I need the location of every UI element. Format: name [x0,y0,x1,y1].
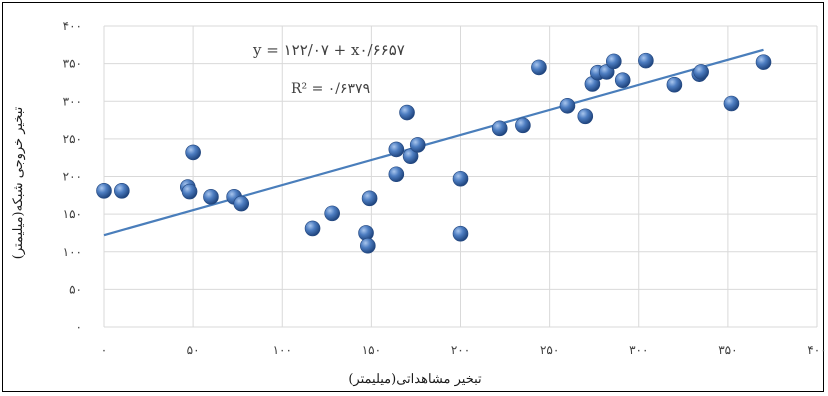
x-tick-label-8: ۴۰۰ [807,343,825,357]
data-point-0 [96,182,112,199]
data-point-1 [114,182,130,199]
data-point-35 [755,54,772,70]
data-point-29 [614,72,631,88]
data-point-4 [185,144,201,161]
scatter-chart: ۰ ۵۰ ۱۰۰ ۱۵۰ ۲۰۰ ۲۵۰ ۳۰۰ ۳۵۰ ۴۰۰ ۰ ۵۰ ۱۰۰ ۱۵۰ ۲۰۰ ۲۵۰… [11,19,825,387]
data-point-7 [233,195,250,212]
trendline-equation: y = ۱۲۲/۰۷ + x۰/۶۶۵۷ [252,41,405,59]
data-point-9 [324,205,340,222]
x-tick-label-7: ۳۵۰ [718,343,737,357]
data-point-34 [723,95,740,112]
data-point-24 [577,108,594,125]
data-point-11 [360,237,376,254]
y-tick-label-3: ۱۵۰ [63,207,82,221]
data-point-15 [399,104,415,121]
data-point-12 [361,190,378,207]
x-tick-label-3: ۱۵۰ [362,343,381,357]
trendline [103,48,764,237]
x-tick-label-0: ۰ [101,343,107,357]
data-point-30 [638,52,654,69]
data-point-16 [402,148,419,164]
data-point-22 [531,59,547,76]
data-point-19 [452,225,469,242]
x-tick-labels: ۰ ۵۰ ۱۰۰ ۱۵۰ ۲۰۰ ۲۵۰ ۳۰۰ ۳۵۰ ۴۰۰ [101,343,825,357]
data-point-17 [409,137,426,153]
y-axis-title: تبخیر خروجی شبکه(میلیمتر) [11,106,26,259]
x-tick-label-6: ۳۰۰ [629,343,648,357]
y-tick-label-4: ۲۰۰ [63,170,82,184]
y-tick-label-7: ۳۵۰ [63,57,82,71]
data-point-13 [388,166,405,183]
data-point-14 [388,141,405,158]
data-point-21 [515,117,531,134]
data-point-31 [666,76,683,93]
y-tick-label-1: ۵۰ [69,282,82,296]
data-point-18 [452,170,469,187]
data-point-5 [203,189,219,205]
data-point-20 [491,120,508,137]
y-tick-label-6: ۳۰۰ [63,94,82,108]
x-tick-label-5: ۲۵۰ [540,343,559,357]
y-tick-labels: ۰ ۵۰ ۱۰۰ ۱۵۰ ۲۰۰ ۲۵۰ ۳۰۰ ۳۵۰ ۴۰۰ [63,19,82,334]
x-tick-label-4: ۲۰۰ [451,343,470,357]
data-point-3 [181,183,198,200]
r-squared-label: R² = ۰/۶۳۷۹ [291,81,370,97]
data-point-8 [304,220,321,237]
y-tick-label-0: ۰ [76,320,82,334]
y-tick-label-5: ۲۵۰ [63,132,82,146]
x-axis-title: تبخیر مشاهداتی(میلیمتر) [348,372,482,387]
x-tick-label-1: ۵۰ [187,343,200,357]
data-points [96,52,772,254]
y-tick-label-2: ۱۰۰ [63,245,82,259]
data-point-33 [693,64,709,80]
data-point-28 [605,53,622,70]
data-point-23 [559,97,576,114]
chart-frame: ۰ ۵۰ ۱۰۰ ۱۵۰ ۲۰۰ ۲۵۰ ۳۰۰ ۳۵۰ ۴۰۰ ۰ ۵۰ ۱۰۰ ۱۵۰ ۲۰۰ ۲۵۰… [2,2,825,392]
x-tick-label-2: ۱۰۰ [273,343,292,357]
y-tick-label-8: ۴۰۰ [63,19,82,33]
